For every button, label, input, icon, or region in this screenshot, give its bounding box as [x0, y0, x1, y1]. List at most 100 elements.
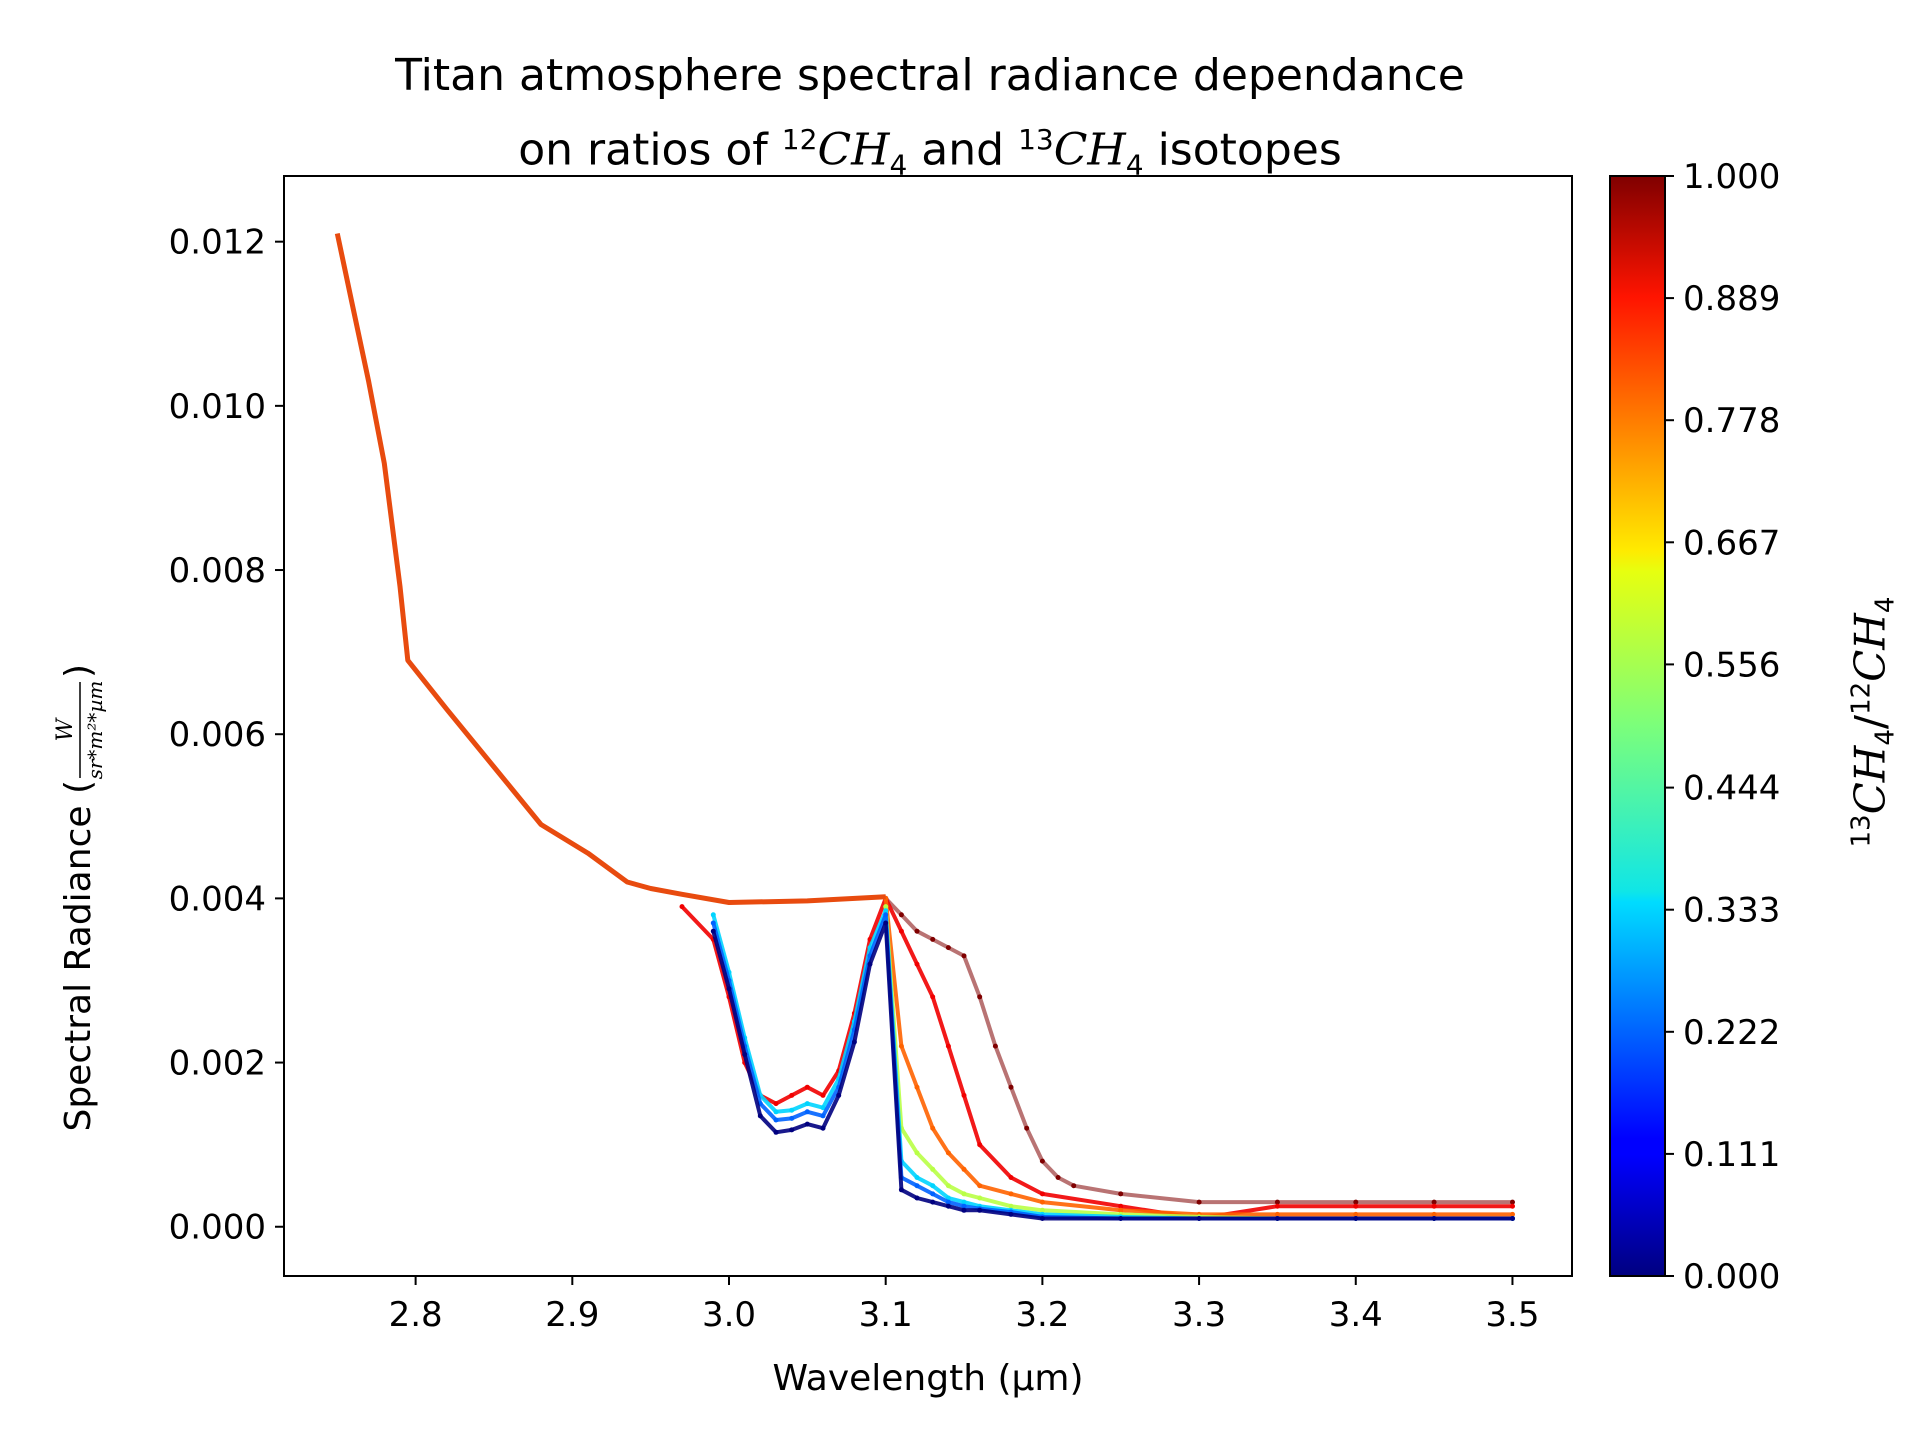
y-tick-label: 0.004	[169, 879, 266, 919]
series-line-0-556	[883, 906, 1513, 1221]
series-point-0-778	[1008, 1191, 1014, 1197]
series-point-0-556	[1008, 1203, 1014, 1209]
title-prefix: on ratios of	[518, 124, 782, 176]
series-point-0-222	[773, 1117, 779, 1123]
y-tick-label: 0.006	[169, 715, 266, 755]
series-point-0-889	[1118, 1203, 1124, 1209]
cb-label-sub-a: 4	[1870, 729, 1901, 746]
colorbar-tick-label: 0.667	[1683, 523, 1780, 563]
series-point-0-889	[1008, 1175, 1014, 1180]
series-line-0-333	[711, 908, 1513, 1221]
series-point-0	[930, 1199, 936, 1205]
y-axis-label-text: Spectral Radiance (	[58, 780, 99, 1132]
series-point-1	[992, 1043, 998, 1049]
y-tick-label: 0.012	[169, 223, 266, 263]
colorbar: 0.000 0.111 0.222 0.333 0.444 0.556 0.667 0.778…	[1609, 157, 1780, 1297]
colorbar-tick-label: 0.333	[1683, 891, 1780, 931]
colorbar-tick-label: 0.111	[1683, 1135, 1780, 1175]
series-point-1	[930, 936, 936, 942]
series-point-0-333	[883, 908, 889, 914]
cb-label-sup-a: 13	[1846, 814, 1877, 848]
series-point-0-889	[820, 1092, 826, 1098]
series-point-1	[1431, 1199, 1437, 1205]
series-point-1	[945, 945, 951, 951]
series-point-1	[977, 994, 983, 1000]
colorbar-tick-label: 1.000	[1683, 157, 1780, 197]
x-tick-label: 2.8	[389, 1295, 443, 1335]
series-point-0-333	[773, 1109, 779, 1115]
colorbar-tick-label: 0.889	[1683, 279, 1780, 319]
series-point-0	[804, 1121, 810, 1127]
title-iso12: 12	[781, 123, 818, 156]
series-line-0-222	[711, 912, 1513, 1221]
series-point-1	[961, 953, 967, 959]
x-tick-label: 2.9	[545, 1295, 599, 1335]
x-tick-label: 3.4	[1329, 1295, 1383, 1335]
y-tick-label: 0.010	[169, 387, 266, 427]
series-point-0-889	[1039, 1191, 1045, 1197]
title-suffix: isotopes	[1143, 124, 1342, 176]
chart-title-line2: on ratios of 12CH4 and 13CH4 isotopes	[280, 108, 1580, 197]
cb-label-sub-b: 4	[1870, 596, 1901, 614]
series-point-0-778	[914, 1084, 920, 1090]
title-ch-b: CH	[1053, 124, 1126, 176]
series-point-0-556	[945, 1183, 951, 1189]
x-tick-label: 3.3	[1172, 1295, 1226, 1335]
series-point-0-222	[883, 912, 889, 918]
axes: 2.8 2.9 3.0 3.1 3.2 3.3 3.4 3.5 0.000 0.002 0.004 0…	[53, 175, 1573, 1399]
y-axis-label: Spectral Radiance (W sr*m²*µm)	[53, 664, 107, 1132]
series-point-0-778	[1353, 1211, 1359, 1217]
series-point-0	[1039, 1216, 1045, 1221]
x-tick-label: 3.5	[1485, 1295, 1539, 1335]
series-point-0-556	[1039, 1207, 1045, 1213]
series-point-0-222	[945, 1199, 951, 1205]
series-point-0	[820, 1125, 826, 1131]
series-point-0-778	[945, 1150, 951, 1156]
series-point-1	[1024, 1125, 1030, 1131]
series-point-0-556	[883, 904, 889, 910]
series-point-0-222	[789, 1115, 795, 1121]
series-point-0-889	[914, 961, 920, 967]
y-tick-label: 0.002	[169, 1044, 266, 1084]
title-iso13: 13	[1018, 123, 1054, 156]
series-point-0-556	[961, 1191, 967, 1197]
series-line-0	[711, 921, 1513, 1221]
series-point-1	[1353, 1199, 1359, 1205]
series-point-0-889	[773, 1101, 779, 1107]
plot-frame	[283, 175, 1573, 1277]
cb-label-sup-b: 12	[1846, 681, 1877, 715]
series-point-0	[742, 1051, 748, 1057]
series-line-0-889	[680, 896, 1513, 1221]
series-point-1	[1055, 1175, 1061, 1180]
series-point-0	[1510, 1216, 1515, 1221]
series-point-0	[710, 928, 716, 934]
series-point-1	[1118, 1191, 1124, 1197]
colorbar-label: 13CH4/12CH4	[1845, 597, 1900, 848]
series-point-0	[883, 920, 889, 926]
series-point-0-333	[820, 1105, 826, 1111]
chart-title-line1: Titan atmosphere spectral radiance depen…	[395, 50, 1465, 101]
series-point-0-778	[1510, 1211, 1515, 1217]
continuum-line	[334, 232, 886, 905]
series-point-0-222	[820, 1113, 826, 1119]
series-point-1	[1071, 1183, 1077, 1189]
series-point-0	[789, 1127, 795, 1133]
series-point-0-778	[1039, 1199, 1045, 1205]
series-point-0	[726, 986, 732, 992]
series-point-1	[1008, 1084, 1014, 1090]
series-point-0-222	[930, 1191, 936, 1197]
series-point-0	[836, 1092, 842, 1098]
series-point-0-778	[1431, 1211, 1437, 1217]
series-point-0-333	[914, 1175, 920, 1180]
series-point-1	[898, 912, 904, 918]
colorbar-tick-label: 0.444	[1683, 769, 1780, 809]
title-sub-b: 4	[1125, 148, 1144, 182]
series-point-0-889	[1274, 1203, 1280, 1209]
series-point-0	[961, 1207, 967, 1213]
series-point-0-889	[679, 904, 685, 910]
series-point-0	[898, 1187, 904, 1193]
series-point-0	[914, 1195, 920, 1201]
cb-label-slash: /	[1845, 714, 1895, 730]
y-axis-label-close: )	[58, 664, 99, 678]
series-point-0-778	[1274, 1211, 1280, 1217]
